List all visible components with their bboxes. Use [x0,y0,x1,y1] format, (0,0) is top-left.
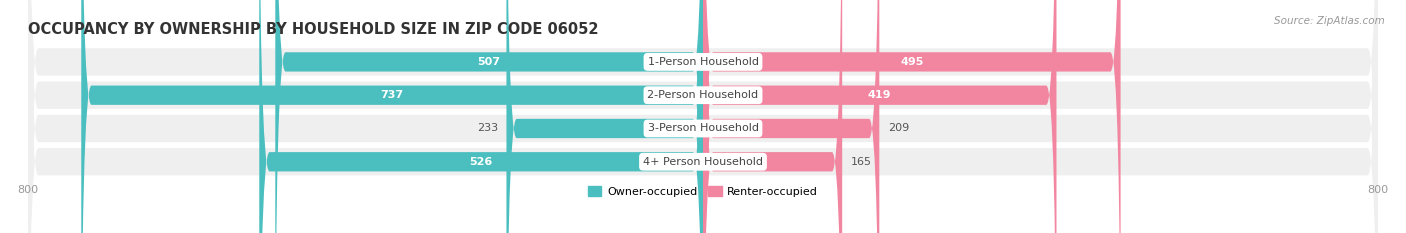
Text: OCCUPANCY BY OWNERSHIP BY HOUSEHOLD SIZE IN ZIP CODE 06052: OCCUPANCY BY OWNERSHIP BY HOUSEHOLD SIZE… [28,22,599,37]
FancyBboxPatch shape [703,0,879,233]
Text: 209: 209 [887,123,910,134]
FancyBboxPatch shape [28,0,1378,233]
FancyBboxPatch shape [703,0,1056,233]
Text: 737: 737 [381,90,404,100]
Text: 2-Person Household: 2-Person Household [647,90,759,100]
FancyBboxPatch shape [703,0,1121,233]
FancyBboxPatch shape [28,0,1378,233]
FancyBboxPatch shape [276,0,703,233]
FancyBboxPatch shape [28,0,1378,233]
Legend: Owner-occupied, Renter-occupied: Owner-occupied, Renter-occupied [583,182,823,201]
FancyBboxPatch shape [703,0,842,233]
FancyBboxPatch shape [506,0,703,233]
Text: 526: 526 [470,157,492,167]
Text: 507: 507 [478,57,501,67]
Text: 165: 165 [851,157,872,167]
FancyBboxPatch shape [28,0,1378,233]
Text: Source: ZipAtlas.com: Source: ZipAtlas.com [1274,16,1385,26]
Text: 4+ Person Household: 4+ Person Household [643,157,763,167]
FancyBboxPatch shape [82,0,703,233]
FancyBboxPatch shape [259,0,703,233]
Text: 233: 233 [477,123,498,134]
Text: 3-Person Household: 3-Person Household [648,123,758,134]
Text: 419: 419 [868,90,891,100]
Text: 495: 495 [900,57,924,67]
Text: 1-Person Household: 1-Person Household [648,57,758,67]
